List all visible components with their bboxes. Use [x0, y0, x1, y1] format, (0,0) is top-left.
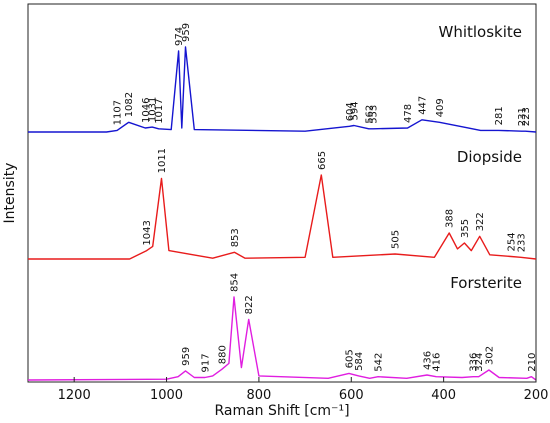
- peak-label: 1082: [124, 92, 135, 117]
- peak-label: 1011: [157, 148, 168, 173]
- peak-label: 822: [244, 295, 255, 314]
- x-tick-label: 1000: [150, 388, 183, 403]
- peak-label: 1046: [141, 98, 152, 123]
- peak-label: 665: [317, 151, 328, 170]
- peak-label: 388: [445, 209, 456, 228]
- peak-label: 562: [364, 105, 375, 124]
- peak-label: 974: [174, 27, 185, 46]
- peak-label: 416: [432, 353, 443, 372]
- peak-label: 854: [230, 273, 241, 292]
- spectra-traces: [27, 46, 537, 381]
- peak-label: 605: [345, 349, 356, 368]
- x-tick-label: 800: [246, 388, 271, 403]
- peak-label: 436: [423, 351, 434, 370]
- peak-label: 553: [369, 105, 380, 124]
- x-axis-ticks: 1200 1000 800 600 400 200: [58, 377, 549, 403]
- peak-label: 604: [345, 102, 356, 121]
- peak-label: 447: [417, 96, 428, 115]
- series-line-diopside: [28, 174, 537, 260]
- peak-label: 281: [494, 106, 505, 125]
- series-name-diopside: Diopside: [457, 148, 522, 166]
- peak-label: 1017: [154, 98, 165, 123]
- x-tick-label: 400: [431, 388, 456, 403]
- peak-label: 223: [521, 107, 532, 126]
- peak-label: 233: [516, 233, 527, 252]
- x-axis-title: Raman Shift [cm⁻¹]: [214, 403, 349, 419]
- series-name-whitloskite: Whitloskite: [438, 23, 522, 41]
- peak-label: 1031: [148, 97, 159, 122]
- peak-label: 254: [507, 232, 518, 251]
- x-tick-label: 200: [524, 388, 549, 403]
- peak-label: 917: [200, 353, 211, 372]
- x-tick-label: 1200: [58, 388, 91, 403]
- peak-label: 322: [475, 212, 486, 231]
- peak-label: 1043: [142, 220, 153, 245]
- peak-label: 584: [354, 352, 365, 371]
- x-tick-label: 600: [339, 388, 364, 403]
- peak-label: 1107: [113, 100, 124, 125]
- peak-label: 853: [230, 228, 241, 247]
- series-line-whitloskite: [28, 46, 537, 133]
- peak-label: 505: [391, 230, 402, 249]
- peak-label: 542: [374, 353, 385, 372]
- peak-label: 409: [435, 98, 446, 117]
- peak-label: 231: [517, 107, 528, 126]
- peak-label: 959: [181, 23, 192, 42]
- plot-frame: [27, 3, 537, 383]
- series-line-forsterite: [27, 296, 537, 381]
- peak-label: 210: [527, 353, 538, 372]
- peak-label: 302: [484, 346, 495, 365]
- peak-label: 478: [403, 104, 414, 123]
- series-names: Whitloskite Diopside Forsterite: [438, 23, 522, 292]
- peak-label: 959: [181, 347, 192, 366]
- peak-label: 880: [218, 345, 229, 364]
- peak-label: 355: [460, 219, 471, 238]
- peak-label: 324: [474, 353, 485, 372]
- series-name-forsterite: Forsterite: [450, 274, 522, 292]
- peak-label: 336: [469, 353, 480, 372]
- y-axis-title: Intensity: [2, 163, 18, 224]
- peak-label: 594: [350, 101, 361, 120]
